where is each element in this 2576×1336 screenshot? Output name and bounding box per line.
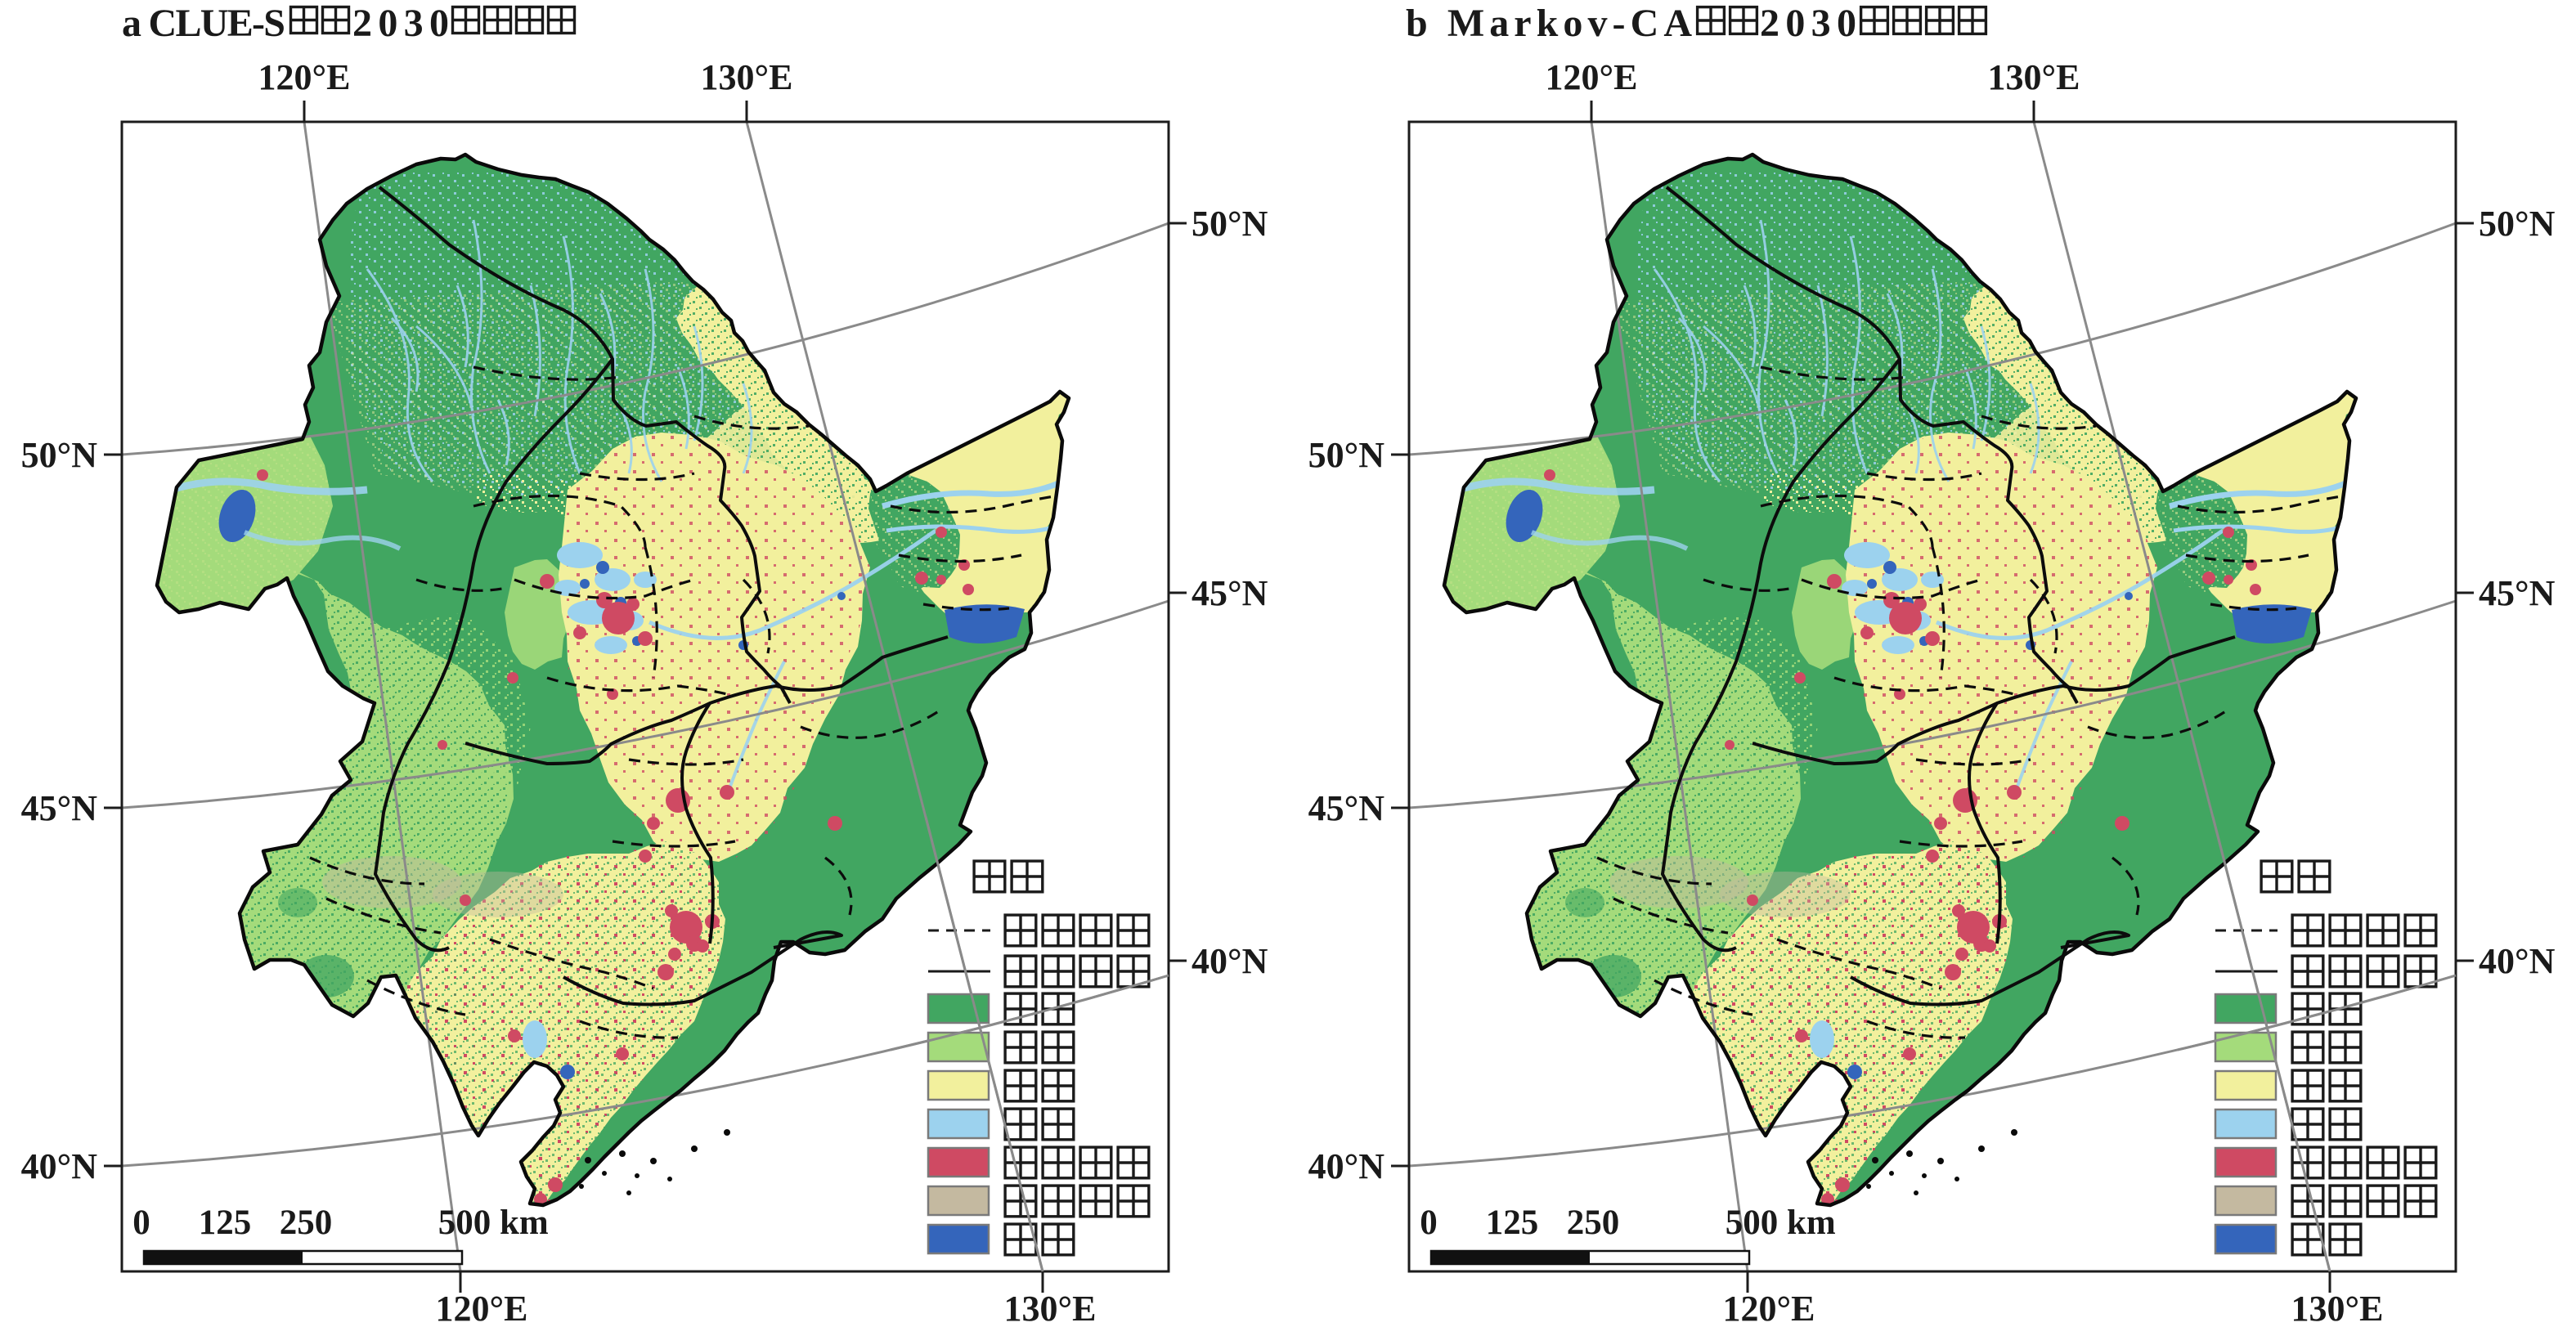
svg-text:b Markov-CA: b Markov-CA (1406, 2, 1692, 45)
svg-text:a CLUE-S: a CLUE-S (122, 2, 285, 45)
